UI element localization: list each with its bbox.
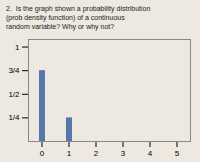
svg-text:0: 0	[40, 149, 45, 158]
svg-text:1/4: 1/4	[8, 114, 20, 123]
svg-text:2: 2	[94, 149, 99, 158]
html-text:2. Is the graph shown a probab: 2. Is the graph shown a probability dist…	[6, 5, 151, 31]
svg-text:1/2: 1/2	[8, 90, 20, 99]
svg-text:1: 1	[15, 43, 20, 52]
svg-text:1: 1	[67, 149, 72, 158]
svg-text:3: 3	[121, 149, 126, 158]
svg-text:3/4: 3/4	[8, 67, 20, 76]
svg-text:5: 5	[175, 149, 180, 158]
svg-text:4: 4	[148, 149, 153, 158]
